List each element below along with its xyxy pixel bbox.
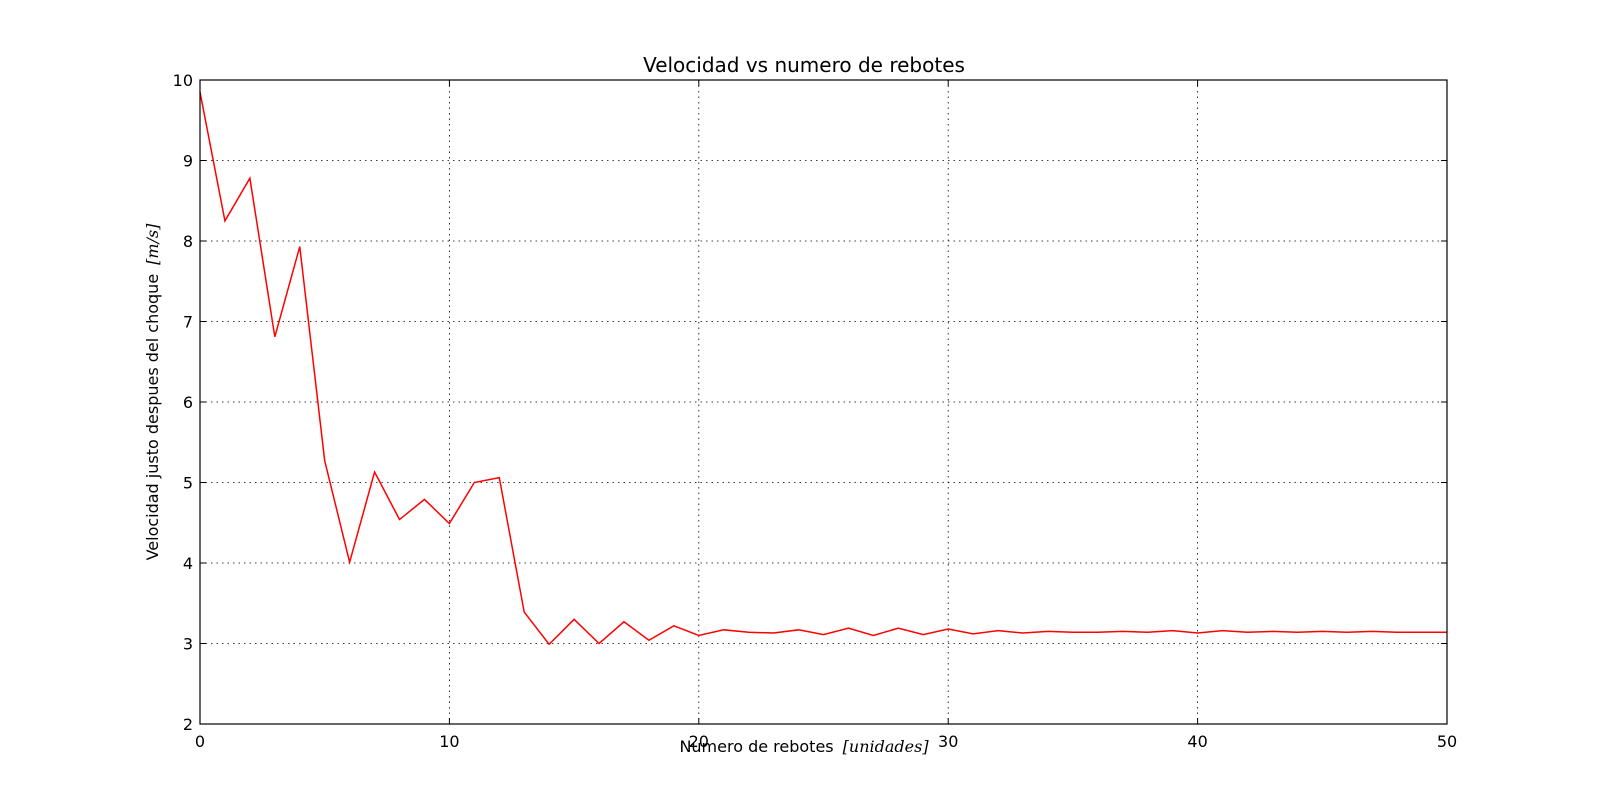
y-tick-label: 8: [183, 232, 193, 251]
y-axis-label: Velocidad justo despues del choque [m/s]: [143, 223, 162, 561]
y-tick-labels: 2 3 4 5 6 7 8 9 10: [173, 71, 193, 734]
y-axis-label-unit: [m/s]: [143, 223, 162, 265]
y-tick-label: 6: [183, 393, 193, 412]
x-axis-label-text: Numero de rebotes: [679, 737, 833, 756]
x-axis-label-unit: [unidades]: [843, 737, 930, 756]
x-tick-label: 10: [439, 732, 459, 751]
y-tick-label: 7: [183, 313, 193, 332]
y-tick-label: 4: [183, 554, 193, 573]
y-axis-label-text: Velocidad justo despues del choque: [143, 274, 162, 561]
x-tick-label: 20: [689, 732, 709, 751]
x-tick-labels: 0 10 20 30 40 50: [195, 732, 1457, 751]
plot-frame: [199, 79, 1448, 725]
x-axis-label: Numero de rebotes [unidades]: [679, 737, 929, 756]
y-tick-label: 5: [183, 474, 193, 493]
y-tick-label: 10: [173, 71, 193, 90]
y-tick-label: 3: [183, 635, 193, 654]
x-tick-label: 0: [195, 732, 205, 751]
y-tick-label: 2: [183, 715, 193, 734]
chart-title: Velocidad vs numero de rebotes: [643, 53, 965, 77]
y-tick-label: 9: [183, 152, 193, 171]
series-line: [199, 91, 1447, 646]
x-tick-label: 40: [1187, 732, 1207, 751]
grid: [200, 80, 1447, 724]
x-tick-label: 50: [1437, 732, 1457, 751]
x-tick-label: 30: [938, 732, 958, 751]
